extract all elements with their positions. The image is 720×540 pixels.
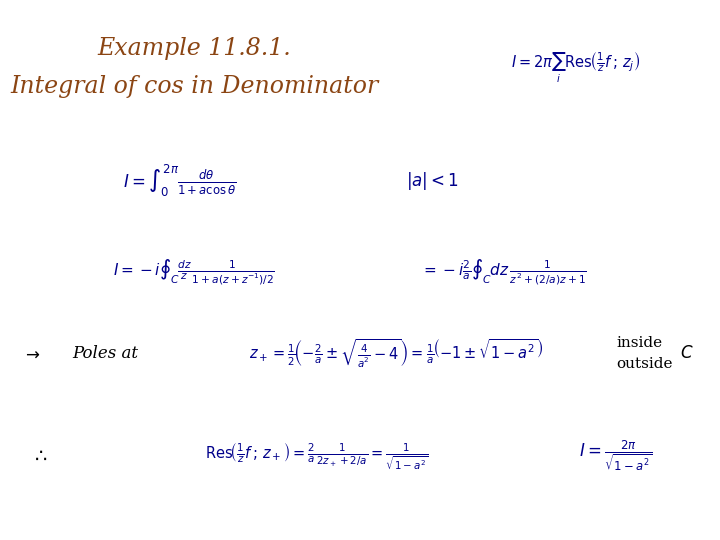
Text: Integral of cos in Denominator: Integral of cos in Denominator <box>10 75 379 98</box>
Text: $\mathrm{Res}\!\left(\frac{1}{z}f\,;\,z_+\right) = \frac{2}{a}\frac{1}{2z_++2/a}: $\mathrm{Res}\!\left(\frac{1}{z}f\,;\,z_… <box>205 441 428 472</box>
Text: $I = -i \oint_C \frac{dz}{z} \frac{1}{1+a(z+z^{-1})/2}$: $I = -i \oint_C \frac{dz}{z} \frac{1}{1+… <box>114 258 275 287</box>
Text: $\therefore$: $\therefore$ <box>31 447 48 465</box>
Text: inside: inside <box>616 336 662 350</box>
Text: $I = \int_0^{2\pi} \frac{d\theta}{1 + a\cos\theta}$: $I = \int_0^{2\pi} \frac{d\theta}{1 + a\… <box>123 163 237 199</box>
Text: $z_+ = \frac{1}{2}\!\left(-\frac{2}{a} \pm \sqrt{\frac{4}{a^2}-4}\right) = \frac: $z_+ = \frac{1}{2}\!\left(-\frac{2}{a} \… <box>249 338 543 370</box>
Text: Poles at: Poles at <box>72 345 138 362</box>
Text: $I = \frac{2\pi}{\sqrt{1-a^2}}$: $I = \frac{2\pi}{\sqrt{1-a^2}}$ <box>579 439 652 474</box>
Text: $C$: $C$ <box>680 345 694 362</box>
Text: outside: outside <box>616 357 672 372</box>
Text: $|a| < 1$: $|a| < 1$ <box>405 170 459 192</box>
Text: $\rightarrow$: $\rightarrow$ <box>22 345 40 362</box>
Text: Example 11.8.1.: Example 11.8.1. <box>97 37 292 60</box>
Text: $= -i\frac{2}{a} \oint_C dz\, \frac{1}{z^2+(2/a)z+1}$: $= -i\frac{2}{a} \oint_C dz\, \frac{1}{z… <box>421 258 587 287</box>
Text: $I = 2\pi \sum_i \mathrm{Res}\!\left(\frac{1}{z}f\,;\,z_j\right)$: $I = 2\pi \sum_i \mathrm{Res}\!\left(\fr… <box>511 50 641 85</box>
